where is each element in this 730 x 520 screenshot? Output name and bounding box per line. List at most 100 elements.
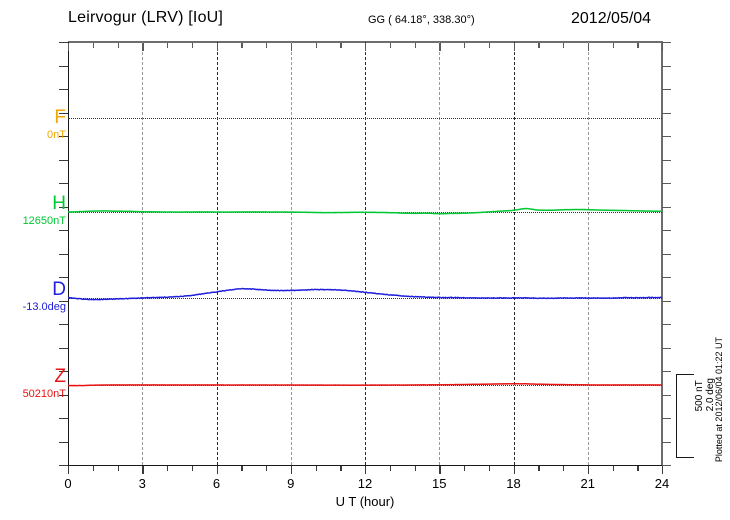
- y-tick-right-10: [662, 277, 671, 279]
- x-tick-top-18: [513, 43, 515, 51]
- y-tick-right-18: [662, 465, 671, 467]
- geographic-coordinates: GG ( 64.18°, 338.30°): [368, 14, 475, 26]
- x-axis-title: U T (hour): [335, 494, 395, 509]
- y-tick-left-18: [59, 465, 68, 467]
- x-tick-24: [662, 466, 664, 474]
- y-tick-left-4: [59, 136, 68, 138]
- component-label-d: D -13.0deg: [4, 280, 66, 313]
- x-tick-12: [365, 466, 367, 474]
- y-tick-left-17: [59, 441, 68, 443]
- gridline-hour-21: [587, 42, 589, 465]
- y-tick-right-12: [662, 324, 671, 326]
- gridline-hour-9: [290, 42, 292, 465]
- y-tick-right-11: [662, 300, 671, 302]
- y-tick-left-13: [59, 347, 68, 349]
- y-tick-left-3: [59, 112, 68, 114]
- x-tick-label-24: 24: [654, 476, 670, 491]
- y-tick-left-10: [59, 277, 68, 279]
- y-tick-right-4: [662, 136, 671, 138]
- y-tick-right-5: [662, 159, 671, 161]
- x-tick-label-12: 12: [357, 476, 373, 491]
- x-tick-top-19: [538, 43, 540, 48]
- x-tick-top-15: [439, 43, 441, 51]
- x-tick-10: [315, 466, 317, 471]
- x-tick-top-16: [464, 43, 466, 48]
- x-tick-2: [117, 466, 119, 471]
- x-tick-top-7: [241, 43, 243, 48]
- y-tick-right-17: [662, 441, 671, 443]
- x-tick-top-9: [290, 43, 293, 51]
- scale-bar-labels: 500 nT 2.0 deg: [694, 378, 716, 411]
- scale-bar-nt: 500 nT: [694, 380, 705, 412]
- x-tick-0: [68, 466, 70, 474]
- x-tick-label-3: 3: [138, 476, 146, 491]
- x-tick-15: [439, 466, 441, 474]
- y-tick-left-1: [59, 65, 68, 67]
- scale-bar: [676, 374, 694, 458]
- x-tick-top-23: [637, 43, 639, 48]
- x-tick-17: [488, 466, 491, 471]
- y-tick-left-16: [59, 418, 68, 420]
- y-tick-right-7: [662, 206, 671, 208]
- component-label-h: H 12650nT: [4, 194, 66, 227]
- x-tick-top-0: [68, 43, 70, 51]
- x-tick-top-3: [142, 43, 144, 51]
- component-value-d: -13.0deg: [22, 301, 66, 313]
- x-tick-top-4: [167, 43, 169, 48]
- y-tick-right-15: [662, 394, 671, 396]
- x-tick-top-14: [414, 43, 416, 48]
- component-value-z: 50210nT: [22, 388, 66, 400]
- y-tick-left-14: [59, 371, 68, 373]
- x-tick-top-13: [389, 43, 392, 48]
- component-symbol-h: H: [52, 193, 66, 214]
- x-tick-label-0: 0: [64, 476, 72, 491]
- x-tick-4: [167, 466, 169, 471]
- x-tick-6: [216, 466, 218, 474]
- y-tick-right-6: [662, 183, 671, 185]
- y-tick-right-9: [662, 253, 671, 255]
- y-tick-right-13: [662, 347, 671, 349]
- x-tick-7: [241, 466, 243, 471]
- x-tick-top-2: [117, 43, 119, 48]
- x-tick-label-18: 18: [506, 476, 521, 491]
- y-tick-right-3: [662, 112, 671, 114]
- x-tick-8: [266, 466, 268, 471]
- y-tick-right-2: [662, 89, 671, 91]
- component-value-h: 12650nT: [22, 215, 66, 227]
- x-tick-top-11: [340, 43, 342, 48]
- x-tick-top-5: [191, 43, 194, 48]
- component-symbol-d: D: [52, 279, 66, 300]
- plot-date: 2012/05/04: [571, 10, 652, 27]
- trace-z: [68, 384, 662, 386]
- gridline-hour-6: [216, 42, 218, 465]
- baseline-d: [68, 298, 662, 299]
- plot-frame: [68, 42, 663, 466]
- gridline-hour-3: [142, 42, 144, 465]
- x-tick-top-12: [365, 43, 367, 51]
- x-tick-18: [513, 466, 515, 474]
- y-tick-left-2: [59, 89, 68, 91]
- y-tick-left-15: [59, 394, 68, 396]
- trace-d: [68, 288, 662, 299]
- x-tick-top-24: [662, 43, 664, 51]
- y-tick-right-8: [662, 230, 671, 232]
- y-tick-left-0: [59, 42, 68, 44]
- x-tick-20: [563, 466, 565, 471]
- plot-frame-right: [661, 42, 663, 466]
- gridline-hour-15: [439, 42, 441, 465]
- x-tick-1: [92, 466, 95, 471]
- x-tick-label-21: 21: [580, 476, 595, 491]
- x-tick-22: [612, 466, 614, 471]
- plot-frame-top: [68, 41, 663, 43]
- x-tick-label-6: 6: [212, 476, 221, 491]
- y-tick-left-7: [59, 206, 68, 208]
- y-tick-right-1: [662, 65, 671, 67]
- x-tick-top-20: [563, 43, 565, 48]
- x-tick-3: [142, 466, 144, 474]
- component-label-z: Z 50210nT: [4, 367, 66, 400]
- baseline-f: [68, 118, 662, 119]
- x-tick-top-21: [587, 43, 590, 51]
- gridline-hour-18: [513, 42, 515, 465]
